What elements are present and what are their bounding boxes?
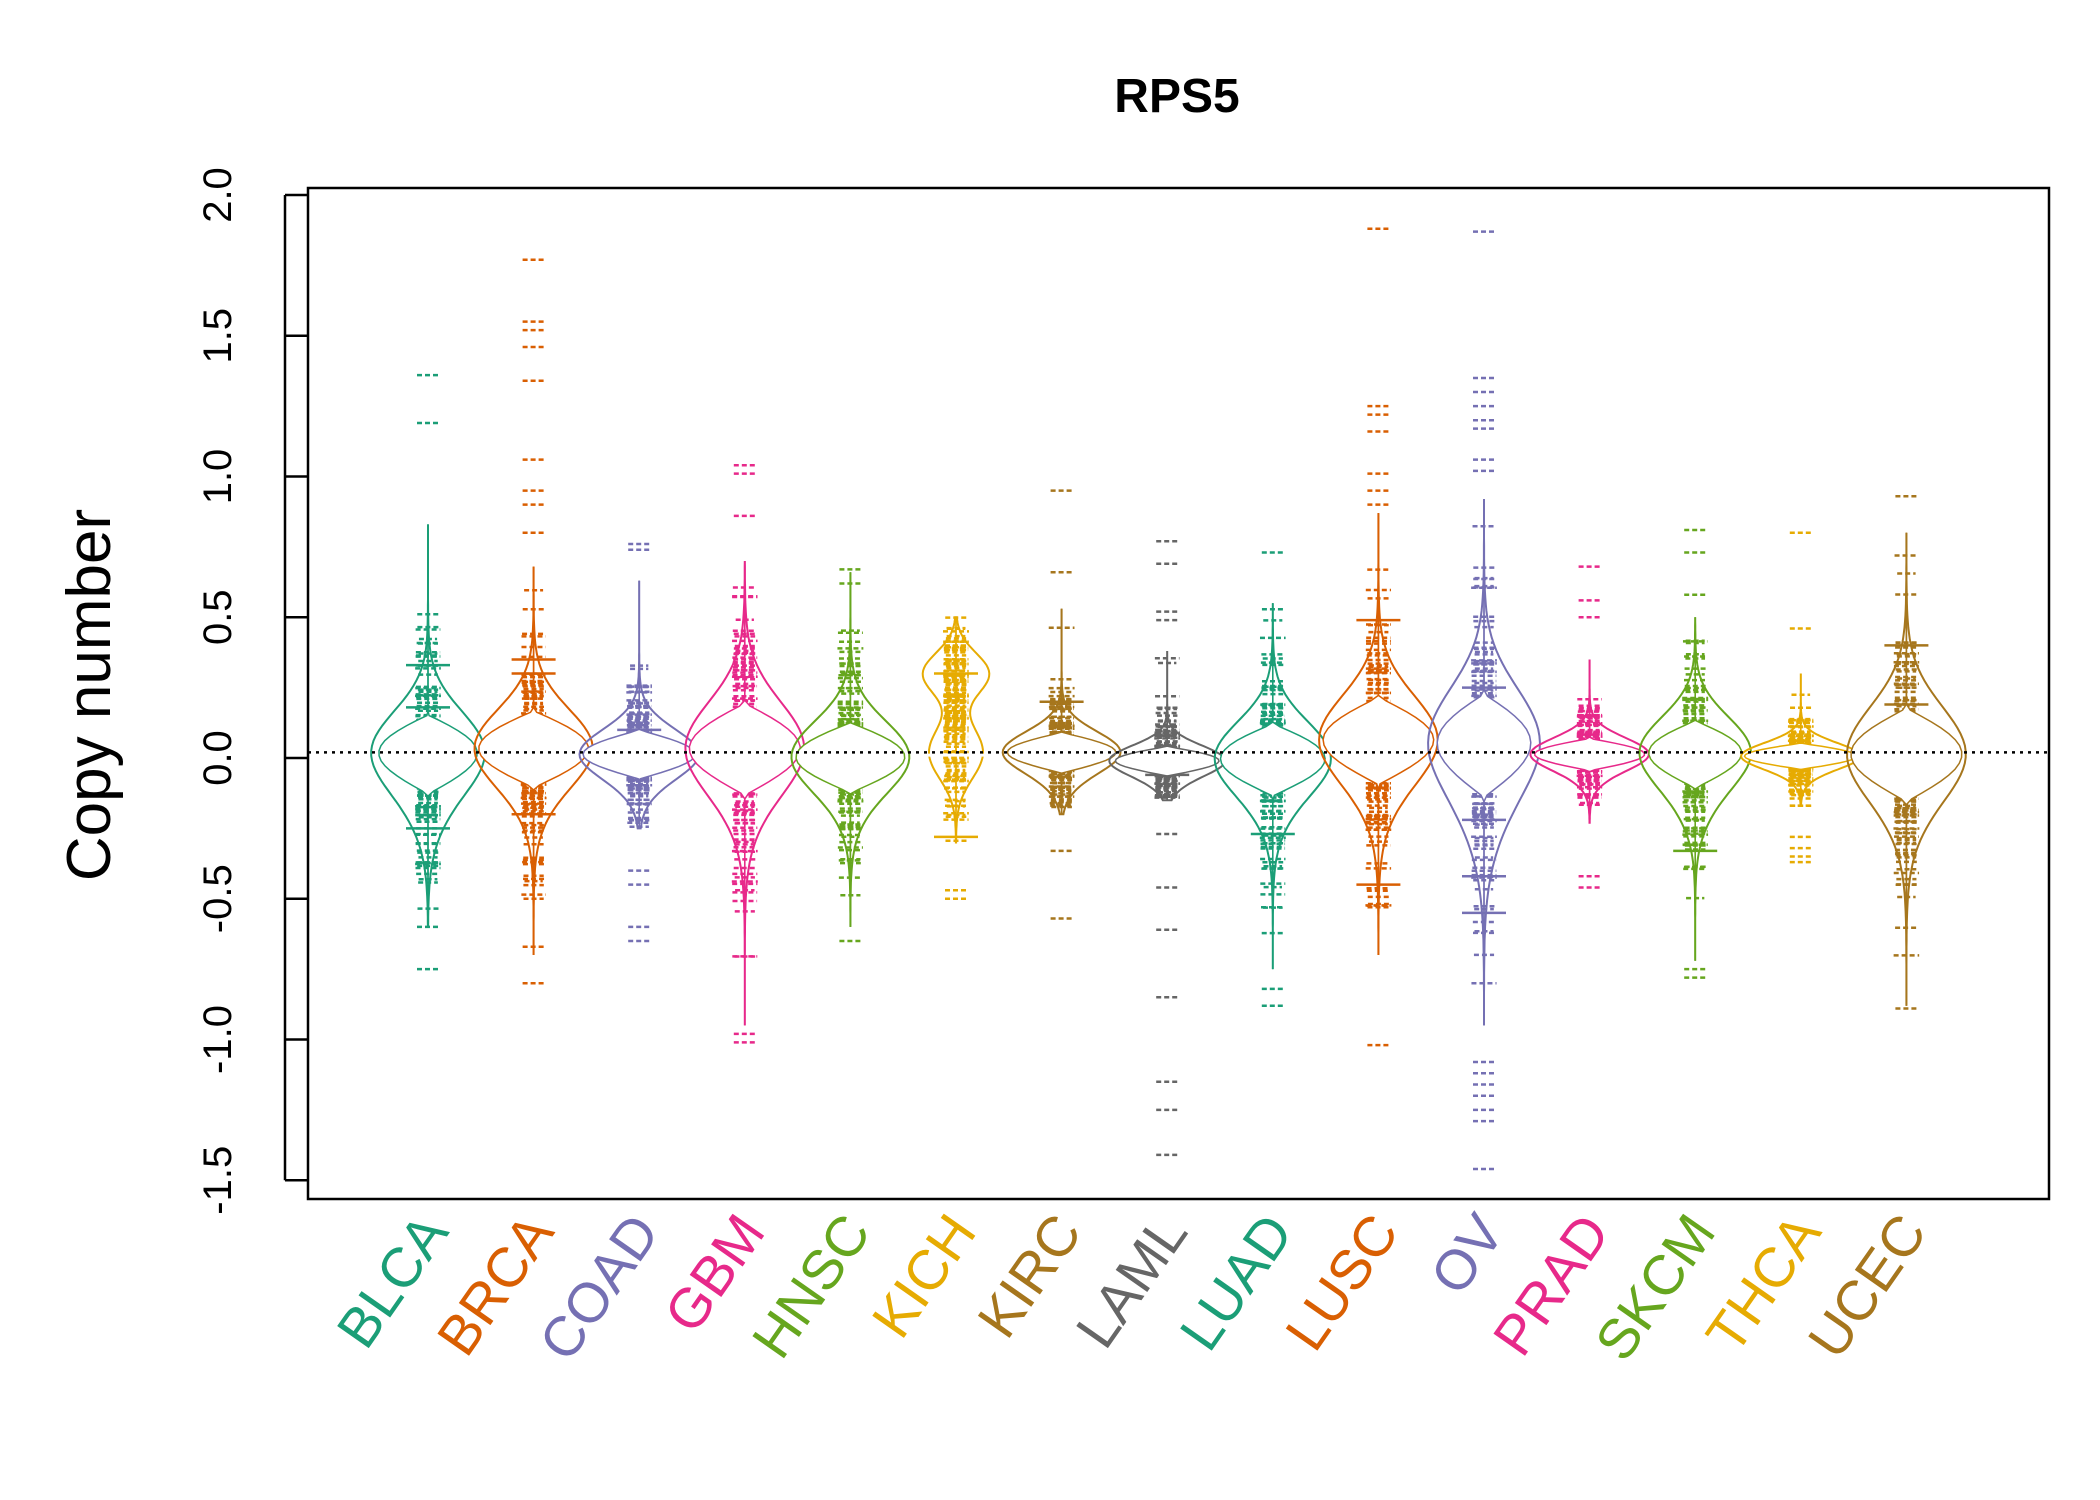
y-tick-label: 0.0 <box>196 730 240 786</box>
y-tick-label: -1.5 <box>196 1146 240 1215</box>
bean-density-outline <box>1318 513 1439 955</box>
bean-core <box>582 580 697 829</box>
category-label-laml: LAML <box>1064 1203 1200 1359</box>
bean-core <box>1006 608 1117 815</box>
bean-core <box>1850 532 1963 1006</box>
plot-area <box>308 227 2049 1171</box>
plot-frame <box>306 186 2051 1201</box>
bean-skcm <box>1638 528 1752 979</box>
bean-core <box>1219 603 1326 970</box>
category-label-ov: OV <box>1418 1202 1516 1305</box>
y-tick-label: 1.0 <box>196 449 240 505</box>
bean-core <box>1322 513 1435 955</box>
bean-prad <box>1529 565 1650 889</box>
y-tick-label: 1.5 <box>196 308 240 364</box>
y-tick-label: -0.5 <box>196 864 240 933</box>
bean-brca <box>473 258 594 985</box>
category-label-hnsc: HNSC <box>740 1203 883 1369</box>
bean-ov <box>1427 230 1541 1171</box>
bean-density-outline <box>1427 499 1541 1026</box>
bean-core <box>478 566 589 955</box>
bean-density-outline <box>1213 603 1332 970</box>
y-tick-label: 0.5 <box>196 589 240 645</box>
bean-core <box>1436 499 1532 1026</box>
category-label-ucec: UCEC <box>1796 1203 1939 1369</box>
bean-core <box>1648 617 1743 961</box>
bean-blca <box>370 373 486 971</box>
bean-density-outline <box>1638 617 1752 961</box>
bean-kich <box>921 616 991 900</box>
bean-density-outline <box>473 566 594 955</box>
y-tick-label: 2.0 <box>196 167 240 223</box>
category-label-kich: KICH <box>859 1203 987 1349</box>
bean-thca <box>1740 531 1862 864</box>
bean-core <box>688 561 801 1026</box>
bean-density-outline <box>1846 532 1967 1006</box>
bean-luad <box>1213 551 1332 1007</box>
category-label-luad: LUAD <box>1167 1203 1304 1362</box>
bean-hnsc <box>790 568 911 943</box>
y-axis-label: Copy number <box>55 509 124 881</box>
bean-laml <box>1108 539 1227 1157</box>
y-tick-label: -1.0 <box>196 1005 240 1074</box>
bean-gbm <box>684 463 806 1044</box>
chart-title: RPS5 <box>1114 70 1239 123</box>
bean-ucec <box>1846 494 1967 1010</box>
category-label-lusc: LUSC <box>1273 1203 1410 1362</box>
bean-core <box>1534 659 1646 823</box>
bean-core <box>1743 673 1859 806</box>
bean-core <box>1114 651 1220 801</box>
bean-lusc <box>1318 227 1439 1047</box>
bean-kirc <box>1001 489 1122 920</box>
bean-coad <box>578 542 700 943</box>
y-axis: -1.5 -1.0 -0.5 0.0 0.5 1.0 1.5 2.0 <box>196 167 308 1215</box>
bean-core <box>378 524 478 927</box>
bean-core <box>795 572 906 927</box>
bean-density-outline <box>684 560 806 1026</box>
